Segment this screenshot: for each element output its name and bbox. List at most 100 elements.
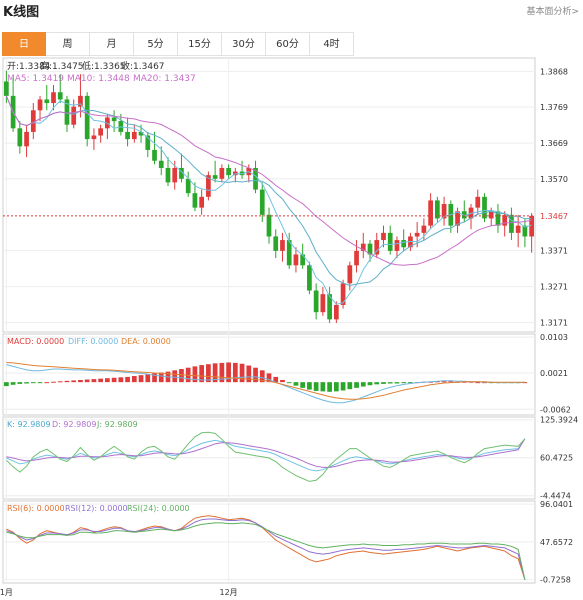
candle-body xyxy=(502,214,508,226)
macd-bar xyxy=(226,362,231,383)
macd-bar xyxy=(192,366,198,383)
tab-week[interactable]: 周 xyxy=(46,32,90,56)
macd-bar xyxy=(259,370,265,383)
tab-5min[interactable]: 5分 xyxy=(134,32,178,56)
candle-body xyxy=(226,167,231,176)
candle-body xyxy=(44,99,50,104)
candle-body xyxy=(327,294,332,320)
candle-body xyxy=(172,167,178,183)
candle-body xyxy=(360,243,366,251)
macd-bar xyxy=(286,382,292,384)
macd-bar xyxy=(105,378,110,383)
macd-bar xyxy=(347,382,353,390)
y-tick-label: -4.4474 xyxy=(540,492,571,501)
candle-body xyxy=(145,135,151,150)
candle-body xyxy=(529,215,534,237)
candle-body xyxy=(495,211,501,226)
macd-bar xyxy=(253,367,258,383)
macd-bar xyxy=(206,364,211,383)
candle-body xyxy=(280,240,285,251)
macd-bar xyxy=(219,362,225,383)
candle-body xyxy=(461,211,467,219)
candle-body xyxy=(78,95,83,107)
macd-bar xyxy=(374,382,380,385)
candle-body xyxy=(374,240,380,255)
macd-bar xyxy=(354,382,359,388)
candle-body xyxy=(179,167,184,179)
k-label: K: 92.9809 xyxy=(7,420,51,429)
tab-30min[interactable]: 30分 xyxy=(222,32,266,56)
macd-bar xyxy=(394,382,400,384)
candle-body xyxy=(333,304,339,320)
candle-body xyxy=(414,232,420,237)
candle-body xyxy=(91,135,97,140)
candle-body xyxy=(434,200,440,219)
macd-bar xyxy=(10,382,16,385)
header: K线图 基本面分析> xyxy=(0,0,583,22)
d-line xyxy=(6,438,526,468)
tab-month[interactable]: 月 xyxy=(90,32,134,56)
candle-body xyxy=(125,131,130,140)
y-tick-label: 1.3271 xyxy=(540,283,568,292)
y-tick-label: 0.0021 xyxy=(540,369,568,378)
candle-body xyxy=(354,250,359,266)
macd-bar xyxy=(333,382,339,392)
candle-body xyxy=(37,99,43,111)
macd-bar xyxy=(239,363,245,383)
macd-bar xyxy=(17,382,23,384)
y-tick-label: 1.3171 xyxy=(540,319,568,328)
j-line xyxy=(6,431,526,482)
macd-bar xyxy=(4,382,9,387)
ma10-label: MA10: 1.3448 xyxy=(67,74,130,84)
info-close: 收:1.3467 xyxy=(121,60,165,72)
candle-body xyxy=(428,200,433,226)
macd-bar xyxy=(448,381,454,383)
macd-bar xyxy=(387,382,393,384)
macd-bar xyxy=(273,376,279,383)
current-price-label: 1.3467 xyxy=(540,212,568,221)
macd-bar xyxy=(30,382,36,384)
candle-body xyxy=(111,117,117,122)
tab-60min[interactable]: 60分 xyxy=(266,32,310,56)
candle-body xyxy=(152,149,157,161)
tab-15min[interactable]: 15分 xyxy=(178,32,222,56)
rsi6-line xyxy=(6,515,526,580)
candle-body xyxy=(192,193,198,208)
macd-bar xyxy=(78,379,83,383)
candle-body xyxy=(51,92,56,104)
tab-day[interactable]: 日 xyxy=(2,32,46,56)
macd-label: MACD: 0.0000 xyxy=(7,337,64,346)
info-open: 开:1.3384 xyxy=(7,61,51,72)
candle-body xyxy=(30,110,36,132)
ma10-line xyxy=(5,95,532,287)
tab-4h[interactable]: 4时 xyxy=(310,32,354,56)
candle-body xyxy=(522,225,528,237)
fundamental-analysis-link[interactable]: 基本面分析> xyxy=(526,7,579,17)
candle-body xyxy=(266,214,272,237)
candle-body xyxy=(64,99,70,125)
macd-bar xyxy=(37,382,43,384)
macd-bar xyxy=(212,363,218,383)
candle-body xyxy=(381,232,386,241)
macd-bar xyxy=(307,382,312,390)
candle-body xyxy=(307,265,312,291)
rsi24-label: RSI(24): 0.0000 xyxy=(127,504,190,513)
candle-body xyxy=(441,204,447,219)
candle-body xyxy=(475,196,481,208)
panel-frame-1 xyxy=(2,333,536,416)
candle-body xyxy=(138,131,144,136)
y-tick-label: -0.0062 xyxy=(540,405,571,414)
candle-body xyxy=(455,211,460,226)
candle-body xyxy=(515,225,521,233)
macd-bar xyxy=(71,380,77,383)
macd-bar xyxy=(131,376,137,383)
macd-bar xyxy=(145,374,151,383)
page-title: K线图 xyxy=(3,5,40,20)
macd-bar xyxy=(266,373,272,383)
candle-body xyxy=(401,240,407,248)
macd-bar xyxy=(441,381,447,383)
macd-bar xyxy=(24,382,29,384)
macd-bar xyxy=(246,365,252,383)
macd-bar xyxy=(293,382,299,386)
